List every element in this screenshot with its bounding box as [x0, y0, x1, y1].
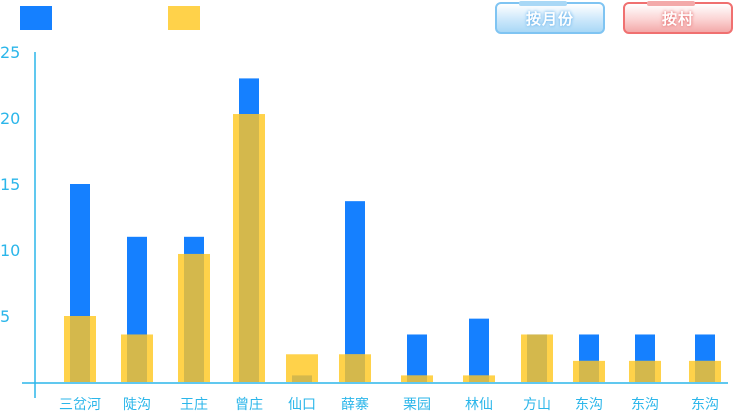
y-tick-label: 15 — [0, 175, 20, 194]
bar-overlap — [70, 316, 90, 382]
bar-series-1 — [407, 334, 427, 382]
x-tick-label: 东沟 — [691, 397, 719, 411]
x-tick-label: 三岔河 — [59, 397, 101, 411]
bar-overlap — [469, 375, 489, 382]
x-tick-label: 林仙 — [465, 397, 493, 411]
x-tick-label: 东沟 — [631, 397, 659, 411]
legend-swatch-blue — [20, 6, 52, 30]
button-tab-decoration — [647, 1, 695, 6]
x-tick-label: 方山 — [523, 397, 551, 411]
y-tick-label: 20 — [0, 109, 20, 128]
x-tick-label: 仙口 — [288, 397, 316, 411]
x-tick-label: 东沟 — [575, 397, 603, 411]
by-month-button[interactable]: 按月份 — [495, 1, 605, 34]
bar-overlap — [184, 253, 204, 382]
legend-swatch-yellow — [168, 6, 200, 30]
bar-overlap — [292, 375, 312, 382]
by-village-label: 按村 — [661, 9, 694, 28]
x-tick-label: 栗园 — [403, 397, 431, 411]
bar-overlap — [635, 360, 655, 382]
by-village-button[interactable]: 按村 — [623, 1, 733, 34]
by-month-label: 按月份 — [525, 9, 574, 28]
bar-series-1 — [345, 201, 365, 382]
bar-overlap — [345, 354, 365, 382]
bar-overlap — [127, 334, 147, 382]
bar-overlap — [695, 360, 715, 382]
bar-overlap — [239, 114, 259, 382]
x-tick-label: 陡沟 — [123, 397, 151, 411]
x-tick-label: 曾庄 — [235, 396, 263, 411]
bar-overlap — [407, 375, 427, 382]
y-tick-label: 5 — [0, 307, 10, 326]
button-tab-decoration — [519, 1, 567, 6]
x-tick-label: 薛寨 — [341, 396, 369, 411]
bar-series-1 — [469, 318, 489, 382]
bar-overlap — [527, 334, 547, 382]
x-tick-label: 王庄 — [180, 396, 208, 411]
bar-overlap — [579, 360, 599, 382]
y-tick-label: 25 — [0, 43, 20, 62]
y-tick-label: 10 — [0, 241, 20, 260]
